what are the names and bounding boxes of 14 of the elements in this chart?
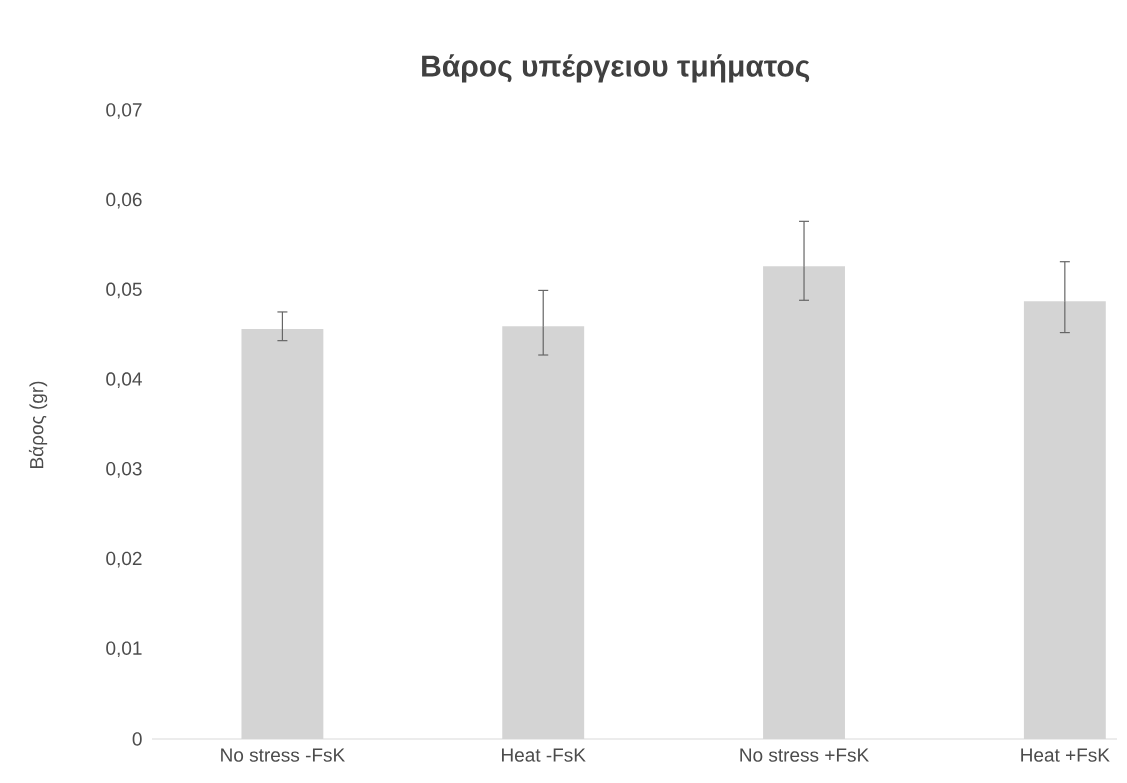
y-tick-label: 0,06 [106,192,142,209]
x-tick-label: Heat +FsK [1021,748,1110,762]
x-tick-label: No stress -FsK [221,748,345,762]
y-tick-label: 0,04 [106,372,142,388]
y-tick-label: 0,07 [106,103,142,119]
y-tick-label: 0,05 [106,282,142,299]
y-axis-title: Βάρος (gr) [28,381,48,468]
chart-title: Βάρος υπέργειου τμήματος [422,54,810,83]
x-tick-label: Heat -FsK [502,748,586,762]
x-tick-label: No stress +FsK [740,748,869,762]
y-tick-label: 0 [132,732,142,746]
y-tick-label: 0,01 [106,641,142,658]
y-tick-label: 0,02 [106,551,142,568]
y-tick-label: 0,03 [106,461,142,478]
